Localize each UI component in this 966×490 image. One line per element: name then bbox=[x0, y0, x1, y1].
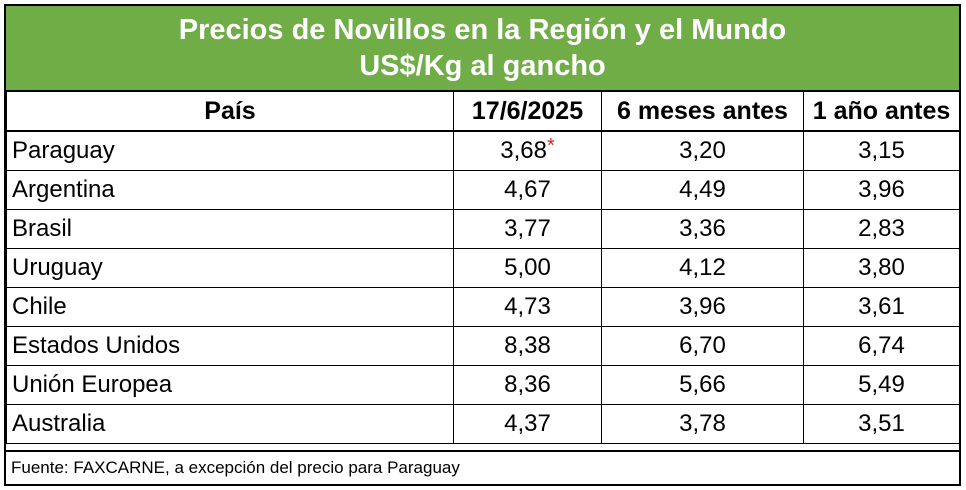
country-cell: Australia bbox=[6, 403, 454, 444]
table-row: Argentina 4,67 4,49 3,96 bbox=[6, 169, 960, 210]
header-row: País 17/6/2025 6 meses antes 1 año antes bbox=[6, 90, 960, 132]
one-year-price-cell: 2,83 bbox=[803, 208, 960, 249]
country-cell: Brasil bbox=[6, 208, 454, 249]
price-table-frame: Precios de Novillos en la Región y el Mu… bbox=[4, 4, 961, 486]
current-price-value: 3,68 bbox=[500, 136, 547, 164]
one-year-price-cell: 3,61 bbox=[803, 286, 960, 327]
one-year-price-cell: 3,51 bbox=[803, 403, 960, 444]
source-footnote: Fuente: FAXCARNE, a excepción del precio… bbox=[6, 450, 959, 484]
header-six-months: 6 meses antes bbox=[601, 90, 804, 132]
header-date: 17/6/2025 bbox=[453, 90, 602, 132]
table-row: Uruguay 5,00 4,12 3,80 bbox=[6, 247, 960, 288]
country-cell: Unión Europea bbox=[6, 364, 454, 405]
six-months-price-cell: 3,96 bbox=[601, 286, 804, 327]
country-cell: Estados Unidos bbox=[6, 325, 454, 366]
table-row: Estados Unidos 8,38 6,70 6,74 bbox=[6, 325, 960, 366]
table-row: Brasil 3,77 3,36 2,83 bbox=[6, 208, 960, 249]
country-cell: Argentina bbox=[6, 169, 454, 210]
price-table: País 17/6/2025 6 meses antes 1 año antes… bbox=[6, 90, 960, 444]
one-year-price-cell: 3,80 bbox=[803, 247, 960, 288]
current-price-value: 4,37 bbox=[504, 409, 551, 437]
one-year-price-cell: 6,74 bbox=[803, 325, 960, 366]
current-price-cell: 4,73 bbox=[453, 286, 602, 327]
one-year-price-cell: 3,96 bbox=[803, 169, 960, 210]
title-line-1: Precios de Novillos en la Región y el Mu… bbox=[178, 14, 787, 46]
six-months-price-cell: 5,66 bbox=[601, 364, 804, 405]
current-price-value: 4,67 bbox=[504, 175, 551, 203]
six-months-price-cell: 4,49 bbox=[601, 169, 804, 210]
six-months-price-cell: 3,36 bbox=[601, 208, 804, 249]
current-price-cell: 8,36 bbox=[453, 364, 602, 405]
six-months-price-cell: 3,78 bbox=[601, 403, 804, 444]
current-price-cell: 3,68* bbox=[453, 130, 602, 171]
table-body: Paraguay 3,68* 3,20 3,15 Argentina 4,67 4,49 3,… bbox=[6, 130, 960, 444]
table-row: Australia 4,37 3,78 3,51 bbox=[6, 403, 960, 444]
current-price-value: 4,73 bbox=[504, 292, 551, 320]
country-cell: Uruguay bbox=[6, 247, 454, 288]
current-price-cell: 4,37 bbox=[453, 403, 602, 444]
current-price-value: 8,36 bbox=[504, 370, 551, 398]
country-cell: Paraguay bbox=[6, 130, 454, 171]
six-months-price-cell: 3,20 bbox=[601, 130, 804, 171]
current-price-cell: 8,38 bbox=[453, 325, 602, 366]
current-price-value: 5,00 bbox=[504, 253, 551, 281]
table-row: Chile 4,73 3,96 3,61 bbox=[6, 286, 960, 327]
six-months-price-cell: 4,12 bbox=[601, 247, 804, 288]
current-price-cell: 4,67 bbox=[453, 169, 602, 210]
current-price-value: 3,77 bbox=[504, 214, 551, 242]
table-title: Precios de Novillos en la Región y el Mu… bbox=[6, 6, 959, 90]
one-year-price-cell: 3,15 bbox=[803, 130, 960, 171]
one-year-price-cell: 5,49 bbox=[803, 364, 960, 405]
current-price-cell: 3,77 bbox=[453, 208, 602, 249]
header-country: País bbox=[6, 90, 454, 132]
current-price-value: 8,38 bbox=[504, 331, 551, 359]
current-price-cell: 5,00 bbox=[453, 247, 602, 288]
header-one-year: 1 año antes bbox=[803, 90, 960, 132]
title-line-2: US$/Kg al gancho bbox=[359, 50, 606, 82]
six-months-price-cell: 6,70 bbox=[601, 325, 804, 366]
table-row: Unión Europea 8,36 5,66 5,49 bbox=[6, 364, 960, 405]
table-row: Paraguay 3,68* 3,20 3,15 bbox=[6, 130, 960, 171]
country-cell: Chile bbox=[6, 286, 454, 327]
footnote-asterisk: * bbox=[546, 134, 555, 157]
